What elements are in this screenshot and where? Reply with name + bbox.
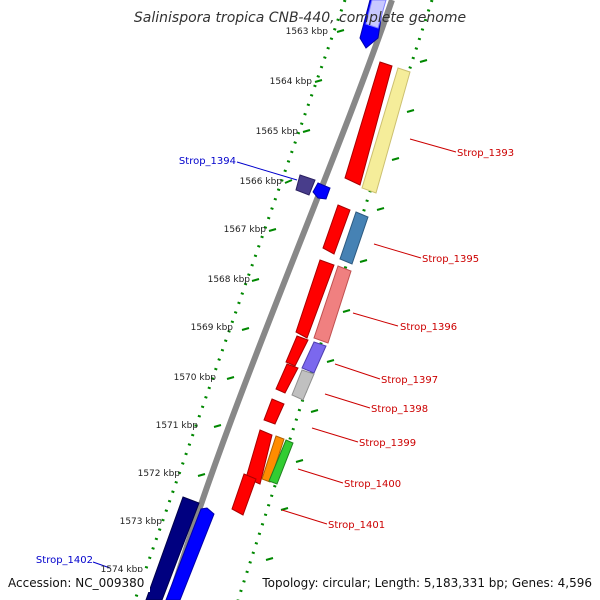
gene-label-strop-1396[interactable]: Strop_1396 [400,322,457,333]
gene-block-1399 [263,398,285,425]
kbp-label: 1568 kbp [208,275,251,285]
right-leader-lines [281,138,457,525]
gene-label-strop-1394[interactable]: Strop_1394 [179,156,236,167]
gene-block-1396-annotation [313,265,352,344]
gene-label-strop-1399[interactable]: Strop_1399 [359,438,416,449]
gene-block-1398-annotation [291,369,315,401]
gene-block-1400-annotation-a [261,435,285,483]
kbp-label: 1572 kbp [138,469,181,479]
gene-block-1394-annotation [295,174,316,196]
forward-strand-genes [231,61,411,516]
footer-topology: Topology: circular; Length: 5,183,331 bp… [261,576,592,590]
kbp-label: 1565 kbp [256,127,299,137]
gene-block-1400-annotation-b [268,439,294,485]
gene-block-1400 [245,429,273,485]
kbp-label: 1564 kbp [270,77,313,87]
kbp-label: 1573 kbp [120,517,163,527]
footer-accession: Accession: NC_009380 [8,576,144,590]
gene-block-1393-annotation [361,67,411,194]
kbp-label: 1567 kbp [224,225,267,235]
gene-block-1397-annotation [301,341,327,374]
gene-block-1396 [295,259,335,339]
gene-label-strop-1397[interactable]: Strop_1397 [381,375,438,386]
gene-block-1394 [312,182,331,200]
gene-block-1402 [165,507,215,600]
gene-block-1401 [231,473,257,516]
kbp-label: 1563 kbp [286,27,329,37]
gene-block-1395 [322,204,351,255]
left-gene-labels: Strop_1394 Strop_1402 [36,156,236,566]
gene-block-1395-annotation [339,211,369,265]
footer-topology-bg [256,572,596,592]
footer-accession-bg [4,572,150,592]
map-title: Salinispora tropica CNB-440, complete ge… [134,10,466,26]
gene-block-1397 [285,335,309,367]
kbp-label: 1569 kbp [191,323,234,333]
kbp-label: 1566 kbp [240,177,283,187]
gene-block-1398 [275,363,299,394]
kbp-label: 1571 kbp [156,421,199,431]
gene-label-strop-1402[interactable]: Strop_1402 [36,555,93,566]
left-leader-lines [92,161,298,569]
right-gene-labels: Strop_1393 Strop_1395 Strop_1396 Strop_1… [328,148,514,531]
gene-label-strop-1393[interactable]: Strop_1393 [457,148,514,159]
gene-label-strop-1400[interactable]: Strop_1400 [344,479,401,490]
kbp-label: 1570 kbp [174,373,217,383]
gene-block-1393 [344,61,393,186]
gene-block-1402-annotation [145,496,200,600]
gene-label-strop-1398[interactable]: Strop_1398 [371,404,428,415]
kbp-label: 1574 kbp [101,565,144,575]
kbp-labels: 1563 kbp 1564 kbp 1565 kbp 1566 kbp 1567… [101,27,329,575]
gene-label-strop-1401[interactable]: Strop_1401 [328,520,385,531]
reverse-strand-genes [145,0,387,600]
outer-ring-ticks [265,59,428,561]
gene-block-top-annotation [365,0,387,29]
gene-label-strop-1395[interactable]: Strop_1395 [422,254,479,265]
backbone-circle [167,0,395,600]
